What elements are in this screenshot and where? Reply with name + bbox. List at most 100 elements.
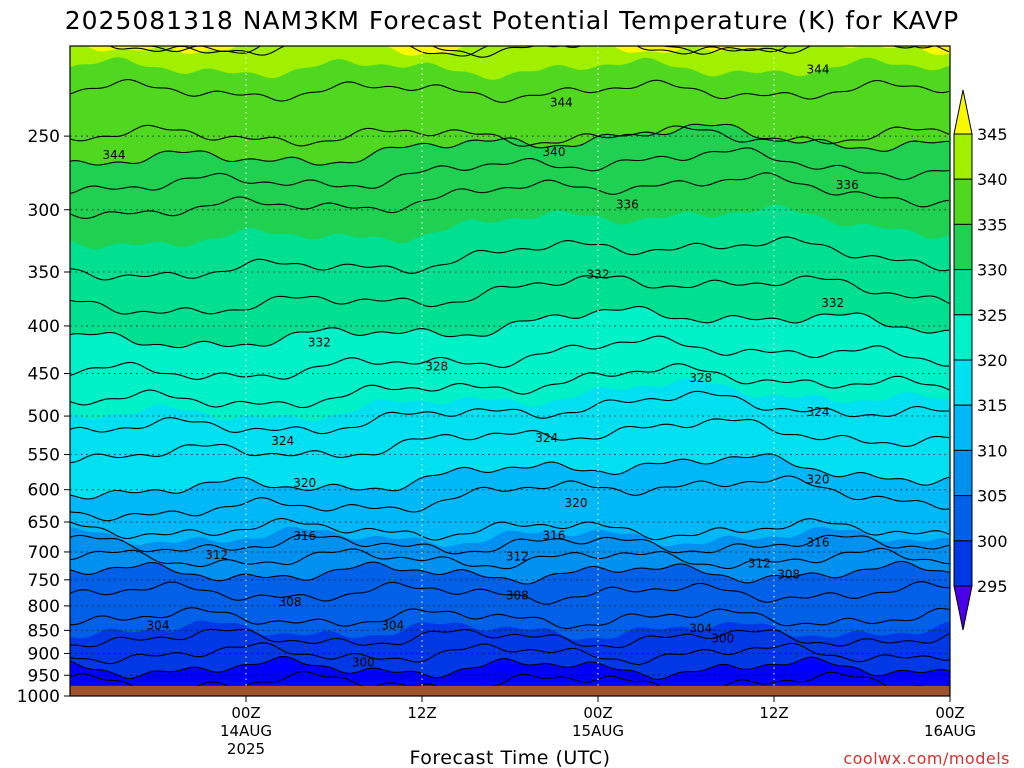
- contour-line: [70, 79, 950, 103]
- contour-line: [70, 172, 950, 219]
- contour-label: 304: [147, 619, 170, 633]
- colorbar-label: 300: [977, 532, 1008, 551]
- colorbar-label: 335: [977, 215, 1008, 234]
- y-tick-label: 500: [28, 407, 60, 427]
- contour-line: [70, 147, 950, 194]
- contour-label: 300: [352, 655, 375, 669]
- chart-title: 2025081318 NAM3KM Forecast Potential Tem…: [65, 6, 960, 35]
- colorbar: 345 340 335 330 325 320 315 310 305 300 295: [953, 89, 1008, 631]
- colorbar-label: 305: [977, 487, 1008, 506]
- credit-link[interactable]: coolwx.com/models: [843, 749, 1010, 768]
- contour-label: 344: [550, 95, 573, 109]
- y-tick-label: 850: [28, 621, 60, 641]
- contour-line: [108, 46, 950, 57]
- contour-line: [70, 335, 949, 380]
- contour-label: 324: [535, 431, 558, 445]
- contour-label: 332: [308, 336, 331, 350]
- contour-line: [70, 390, 949, 435]
- contour-line: [70, 124, 950, 147]
- x-tick-label: 00Z: [583, 704, 612, 722]
- y-tick-label: 650: [28, 513, 60, 533]
- colorbar-swatch: [953, 449, 973, 497]
- contour-line: [70, 560, 950, 585]
- x-tick-label: 12Z: [759, 704, 788, 722]
- colorbar-swatch: [953, 269, 973, 316]
- colorbar-label: 340: [977, 170, 1008, 189]
- terrain-fill: [70, 685, 950, 696]
- contour-label: 312: [205, 548, 228, 562]
- contour-label: 316: [543, 528, 566, 542]
- y-tick-label: 800: [28, 597, 60, 617]
- colorbar-swatch: [953, 540, 973, 587]
- contour-line: [70, 607, 950, 629]
- contour-label: 324: [807, 405, 830, 419]
- plot-frame: [69, 45, 951, 697]
- contour-label: 328: [425, 359, 448, 373]
- x-tick-label: 14AUG: [220, 722, 272, 740]
- contour-line: [70, 581, 950, 605]
- contour-line: [70, 418, 950, 464]
- colorbar-swatch: [953, 359, 973, 406]
- contour-label: 344: [103, 148, 126, 162]
- contour-label: 308: [777, 567, 800, 581]
- contour-label: 332: [821, 296, 844, 310]
- contour-label: 304: [381, 619, 404, 633]
- contour-line: [70, 534, 950, 555]
- contour-label: 300: [711, 631, 734, 645]
- contour-labels: 344 344 344 340 336 336 332 332 332 328 328 324 324 3…: [103, 63, 859, 670]
- contour-line: [70, 453, 950, 500]
- colorbar-label: 310: [977, 441, 1008, 460]
- contour-line: [70, 518, 950, 541]
- contour-line: [70, 363, 950, 409]
- x-tick-label: 2025: [227, 740, 265, 758]
- x-tick-label: 16AUG: [924, 722, 976, 740]
- colorbar-label: 330: [977, 261, 1008, 280]
- x-axis-label: Forecast Time (UTC): [410, 747, 611, 768]
- contour-line: [70, 275, 950, 315]
- colorbar-swatch: [953, 495, 973, 542]
- y-tick-label: 1000: [17, 687, 60, 707]
- colorbar-top-arrow: [953, 89, 973, 135]
- contour-label: 304: [689, 621, 712, 635]
- band-fill: [70, 694, 950, 696]
- contour-line: [70, 642, 950, 666]
- y-tick-label: 950: [28, 666, 60, 686]
- contour-label: 308: [279, 595, 302, 609]
- contour-line: [70, 475, 950, 522]
- colorbar-label: 315: [977, 396, 1008, 415]
- contour-line: [70, 123, 949, 166]
- contour-label: 324: [271, 434, 294, 448]
- y-tick-label: 900: [28, 644, 60, 664]
- colorbar-swatch: [953, 314, 973, 361]
- contour-line: [70, 236, 950, 281]
- contour-line: [70, 670, 950, 694]
- contour-label: 312: [748, 556, 771, 570]
- contour-line: [70, 628, 950, 649]
- y-axis: 250 300 350 400 450 500 550 600 650 700 750 800 850 9…: [17, 127, 70, 707]
- y-tick-label: 350: [28, 263, 60, 283]
- x-tick-label: 15AUG: [572, 722, 624, 740]
- contour-line: [70, 655, 950, 680]
- y-tick-label: 600: [28, 481, 60, 501]
- contour-label: 328: [689, 371, 712, 385]
- y-tick-label: 300: [28, 201, 60, 221]
- contour-line: [70, 305, 950, 349]
- colorbar-swatch: [953, 133, 973, 180]
- contour-label: 320: [565, 496, 588, 510]
- contour-line: [135, 46, 935, 58]
- colorbar-swatch: [953, 223, 973, 271]
- colorbar-label: 325: [977, 306, 1008, 325]
- colorbar-label: 320: [977, 351, 1008, 370]
- y-tick-label: 750: [28, 571, 60, 591]
- colorbar-swatch: [953, 404, 973, 451]
- contour-label: 316: [293, 529, 316, 543]
- y-tick-label: 700: [28, 543, 60, 563]
- y-tick-label: 400: [28, 317, 60, 337]
- colorbar-bottom-arrow: [953, 585, 973, 631]
- grid-lines: [70, 46, 950, 696]
- contour-label: 336: [836, 178, 859, 192]
- contour-label: 320: [807, 472, 830, 486]
- contour-label: 316: [807, 536, 830, 550]
- x-tick-label: 00Z: [231, 704, 260, 722]
